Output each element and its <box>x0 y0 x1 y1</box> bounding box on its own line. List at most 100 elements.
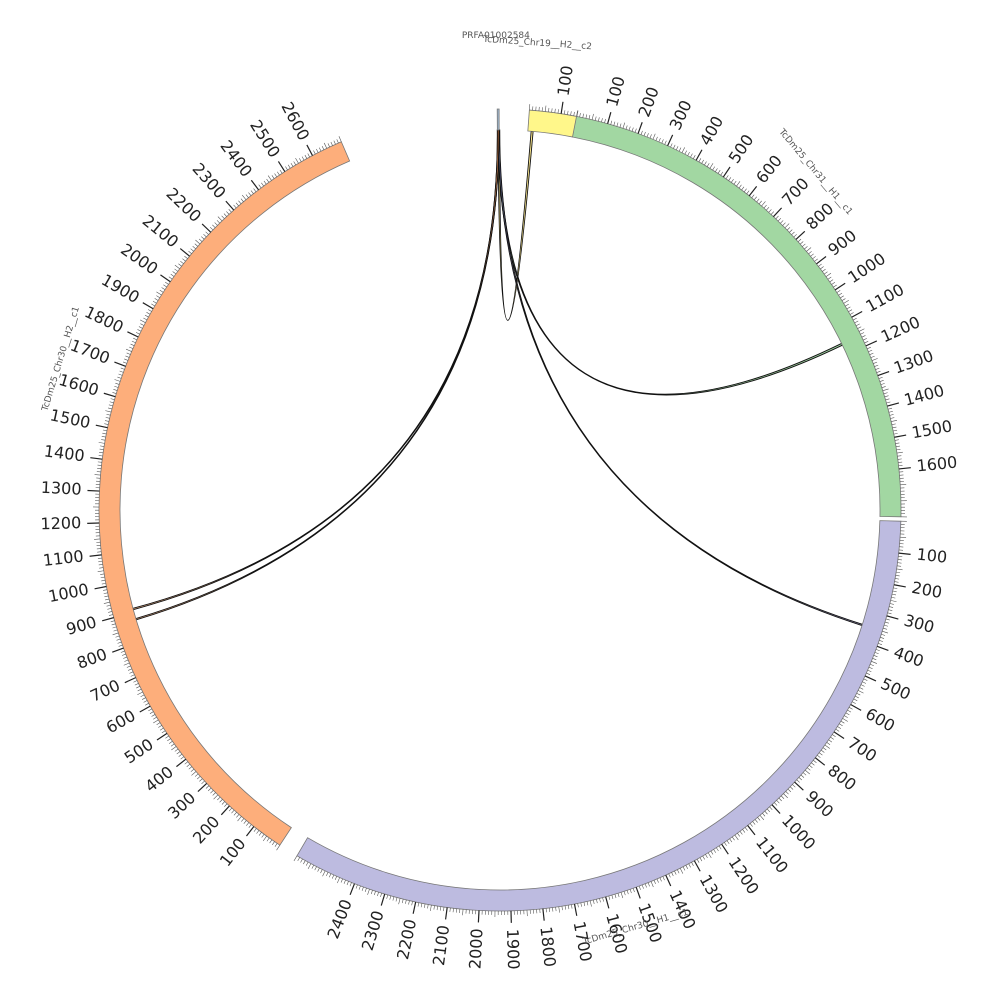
tick-label: 800 <box>802 199 837 234</box>
tick-label: 1200 <box>40 513 81 533</box>
major-tick <box>160 274 171 283</box>
minor-ticks <box>576 110 907 518</box>
major-tick <box>605 896 610 909</box>
tick-label: 700 <box>87 676 123 706</box>
major-tick <box>816 255 827 265</box>
tick-label: 1100 <box>42 546 85 569</box>
major-tick <box>412 901 417 914</box>
tick-label: 1100 <box>752 833 792 877</box>
tick-label: 900 <box>64 612 99 639</box>
major-tick <box>560 101 564 114</box>
major-tick <box>748 186 758 197</box>
major-tick <box>197 782 208 793</box>
tick-label: 2100 <box>429 924 453 967</box>
tick-label: 2200 <box>393 917 420 961</box>
tick-label: 200 <box>634 84 662 119</box>
major-tick <box>95 424 108 429</box>
tick-label: 1100 <box>862 280 907 316</box>
tick-label: 2600 <box>278 99 314 144</box>
major-tick <box>94 585 107 590</box>
segment-name: PRFA01002584 <box>462 31 530 41</box>
tick-label: 1000 <box>778 811 820 854</box>
major-tick <box>156 732 168 741</box>
tick-label: 700 <box>778 174 813 209</box>
tick-label: 1700 <box>68 336 113 368</box>
tick-label: 1200 <box>878 312 923 346</box>
major-tick <box>225 200 235 211</box>
major-tick <box>898 552 911 555</box>
tick-label: 500 <box>878 674 914 704</box>
major-tick <box>772 207 783 218</box>
tick-label: 1800 <box>536 925 559 968</box>
tick-label: 600 <box>103 706 139 738</box>
tick-label: 900 <box>824 226 860 260</box>
major-tick <box>721 843 729 855</box>
major-tick <box>886 615 899 620</box>
major-tick <box>834 282 846 291</box>
major-tick <box>894 434 907 438</box>
segment-arc[interactable] <box>98 141 351 846</box>
segment-seg-chr30h1: 1002003004005006007008009001000110012001… <box>293 520 948 970</box>
tick-label: 1600 <box>916 452 958 475</box>
major-tick <box>693 860 701 872</box>
major-tick <box>201 223 212 233</box>
tick-label: 2000 <box>117 240 161 279</box>
tick-label: 500 <box>725 131 758 167</box>
tick-label: 800 <box>74 644 109 672</box>
major-tick <box>850 704 862 711</box>
major-tick <box>637 122 643 134</box>
tick-label: 100 <box>554 64 577 97</box>
tick-label: 100 <box>602 74 629 109</box>
tick-label: 2300 <box>188 159 229 202</box>
major-tick <box>695 149 703 161</box>
major-tick <box>607 111 612 124</box>
major-tick <box>250 179 260 191</box>
tick-label: 1800 <box>82 302 127 337</box>
major-tick <box>176 758 187 768</box>
major-tick <box>851 310 863 318</box>
link-ribbon[interactable] <box>497 129 534 321</box>
tick-label: 1300 <box>40 478 82 499</box>
segment-arc[interactable] <box>527 109 578 138</box>
major-tick <box>349 883 356 896</box>
major-tick <box>876 645 889 652</box>
major-tick <box>90 457 103 460</box>
tick-label: 1400 <box>43 441 86 465</box>
tick-label: 400 <box>696 113 728 149</box>
tick-label: 2400 <box>323 897 355 942</box>
tick-label: 800 <box>824 761 860 795</box>
major-tick <box>771 804 781 814</box>
segment-arc[interactable] <box>296 520 902 912</box>
major-tick <box>89 554 102 557</box>
major-tick <box>542 908 545 921</box>
major-tick <box>794 781 804 791</box>
tick-label: 1900 <box>98 270 143 307</box>
tick-label: 1900 <box>503 929 523 970</box>
tick-label: 1300 <box>696 871 732 916</box>
major-tick <box>573 903 578 916</box>
major-tick <box>179 248 190 257</box>
major-tick <box>114 361 126 367</box>
major-tick <box>665 874 672 887</box>
segment-arc[interactable] <box>572 115 902 518</box>
major-tick <box>667 134 674 146</box>
major-tick <box>245 826 255 837</box>
major-tick <box>747 825 756 836</box>
tick-label: 1000 <box>844 249 888 287</box>
major-tick <box>893 584 906 588</box>
segment-arc[interactable] <box>496 108 500 131</box>
tick-label: 200 <box>910 578 944 602</box>
segment-seg-chr31: 100 200 300 4005006007008009001000110012001… <box>572 74 958 518</box>
tick-label: 500 <box>121 735 157 768</box>
major-tick <box>103 392 116 398</box>
major-tick <box>127 331 139 338</box>
link-ribbon[interactable] <box>497 129 863 627</box>
major-tick <box>220 805 230 816</box>
tick-label: 1500 <box>48 405 92 432</box>
tick-label: 300 <box>164 788 199 823</box>
major-tick <box>87 489 100 492</box>
major-tick <box>124 677 136 684</box>
major-tick <box>277 161 286 172</box>
tick-label: 2300 <box>358 908 388 952</box>
